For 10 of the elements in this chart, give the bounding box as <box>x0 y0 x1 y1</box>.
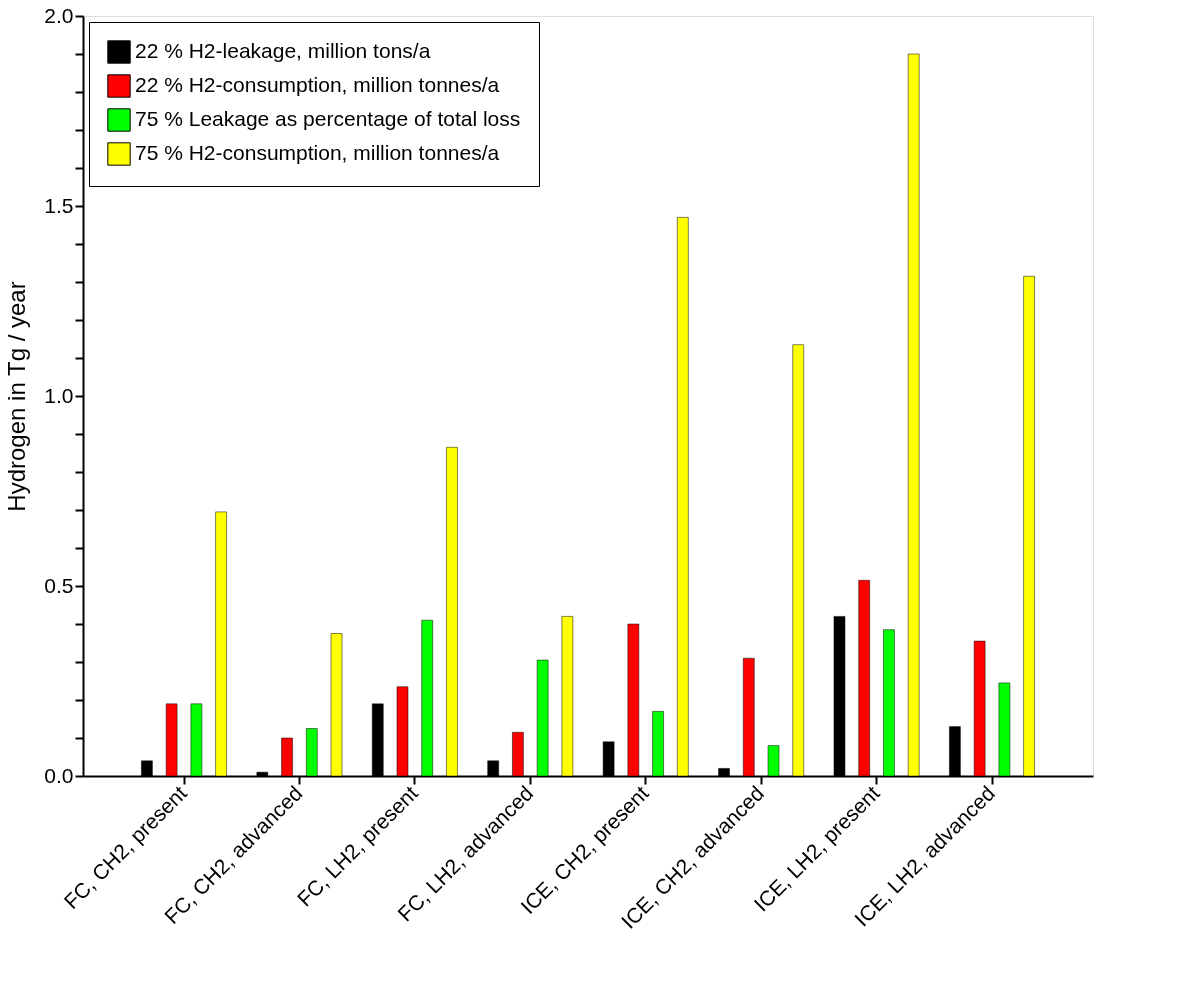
y-tick-label: 0.0 <box>44 763 74 787</box>
y-axis-title: Hydrogen in Tg / year <box>3 281 31 512</box>
legend-label: 22 % H2-consumption, million tonnes/a <box>135 73 500 96</box>
y-tick-label: 0.5 <box>44 573 74 597</box>
legend-label: 75 % Leakage as percentage of total loss <box>135 107 521 130</box>
legend-label: 75 % H2-consumption, million tonnes/a <box>135 141 500 164</box>
y-tick-label: 1.0 <box>44 383 74 407</box>
y-tick-label: 1.5 <box>44 193 74 217</box>
legend-label: 22 % H2-leakage, million tons/a <box>135 39 431 62</box>
y-tick-label: 2.0 <box>44 3 74 27</box>
